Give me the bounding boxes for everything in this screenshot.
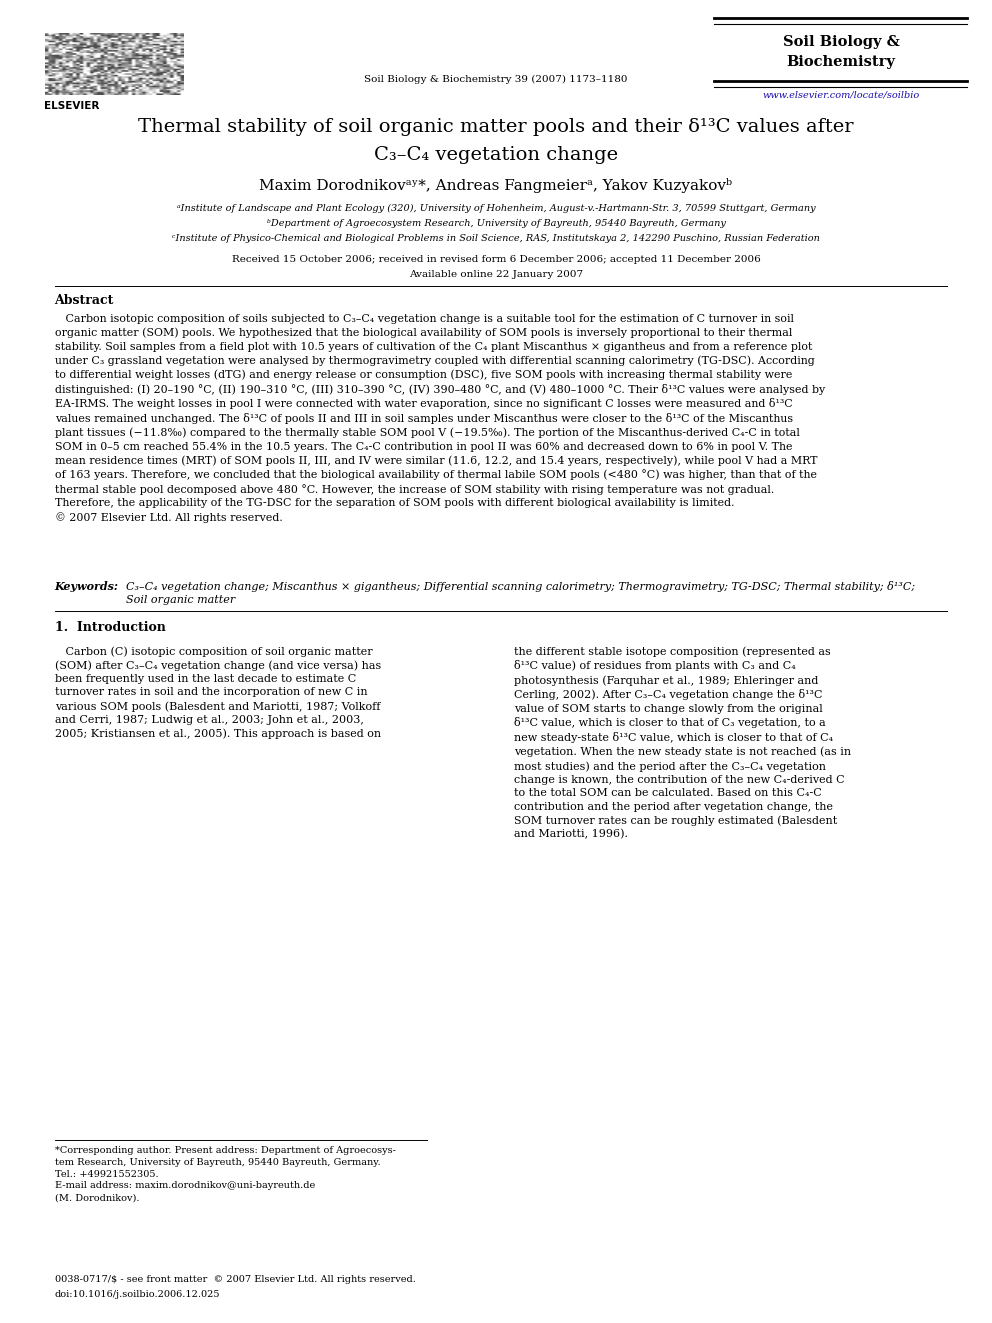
Text: C₃–C₄ vegetation change: C₃–C₄ vegetation change bbox=[374, 146, 618, 164]
Text: doi:10.1016/j.soilbio.2006.12.025: doi:10.1016/j.soilbio.2006.12.025 bbox=[55, 1290, 220, 1299]
Text: Carbon isotopic composition of soils subjected to C₃–C₄ vegetation change is a s: Carbon isotopic composition of soils sub… bbox=[55, 314, 824, 523]
Text: Soil Biology &: Soil Biology & bbox=[783, 34, 900, 49]
Text: 1.  Introduction: 1. Introduction bbox=[55, 620, 166, 634]
Text: Maxim Dorodnikovᵃʸ*, Andreas Fangmeierᵃ, Yakov Kuzyakovᵇ: Maxim Dorodnikovᵃʸ*, Andreas Fangmeierᵃ,… bbox=[260, 179, 732, 193]
Text: Soil Biology & Biochemistry 39 (2007) 1173–1180: Soil Biology & Biochemistry 39 (2007) 11… bbox=[364, 75, 628, 85]
Text: the different stable isotope composition (represented as
δ¹³C value) of residues: the different stable isotope composition… bbox=[514, 646, 851, 840]
Text: Received 15 October 2006; received in revised form 6 December 2006; accepted 11 : Received 15 October 2006; received in re… bbox=[231, 255, 761, 265]
Text: Carbon (C) isotopic composition of soil organic matter
(SOM) after C₃–C₄ vegetat: Carbon (C) isotopic composition of soil … bbox=[55, 646, 381, 740]
Text: ELSEVIER: ELSEVIER bbox=[44, 101, 99, 111]
Text: ᵃInstitute of Landscape and Plant Ecology (320), University of Hohenheim, August: ᵃInstitute of Landscape and Plant Ecolog… bbox=[177, 204, 815, 213]
Text: Abstract: Abstract bbox=[55, 294, 114, 307]
Text: Available online 22 January 2007: Available online 22 January 2007 bbox=[409, 270, 583, 279]
Text: ᵇDepartment of Agroecosystem Research, University of Bayreuth, 95440 Bayreuth, G: ᵇDepartment of Agroecosystem Research, U… bbox=[267, 220, 725, 228]
Text: 0038-0717/$ - see front matter  © 2007 Elsevier Ltd. All rights reserved.: 0038-0717/$ - see front matter © 2007 El… bbox=[55, 1275, 416, 1285]
Text: www.elsevier.com/locate/soilbio: www.elsevier.com/locate/soilbio bbox=[763, 91, 920, 101]
Text: ᶜInstitute of Physico-Chemical and Biological Problems in Soil Science, RAS, Ins: ᶜInstitute of Physico-Chemical and Biolo… bbox=[172, 234, 820, 243]
Text: Thermal stability of soil organic matter pools and their δ¹³C values after: Thermal stability of soil organic matter… bbox=[138, 118, 854, 136]
Text: C₃–C₄ vegetation change; Miscanthus × gigantheus; Differential scanning calorime: C₃–C₄ vegetation change; Miscanthus × gi… bbox=[126, 581, 915, 605]
Text: Keywords:: Keywords: bbox=[55, 581, 122, 591]
Text: Biochemistry: Biochemistry bbox=[787, 56, 896, 69]
Text: *Corresponding author. Present address: Department of Agroecosys-
tem Research, : *Corresponding author. Present address: … bbox=[55, 1146, 396, 1203]
